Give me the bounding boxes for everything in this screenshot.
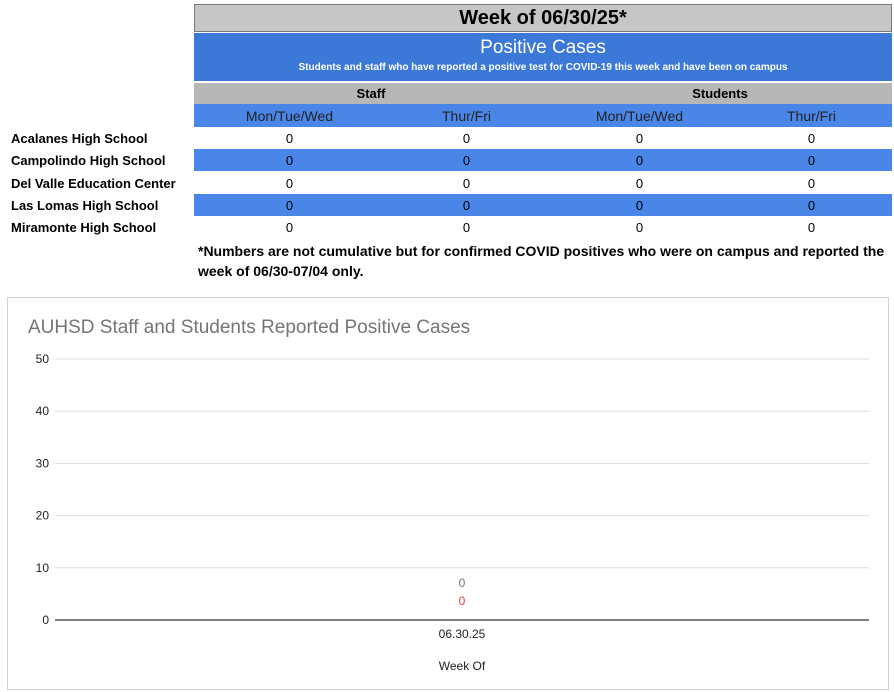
school-name: Del Valle Education Center (11, 175, 176, 191)
table-cell: 0 (462, 220, 471, 236)
table-cell: 0 (807, 153, 816, 169)
school-name: Campolindo High School (11, 153, 166, 169)
table-row: 0 0 0 0 (194, 149, 892, 172)
chart-svg: 0 10 20 30 40 50 06.30.25 Week Of 0 0 (36, 352, 869, 673)
table-cell: 0 (807, 175, 816, 191)
table-cell: 0 (462, 153, 471, 169)
week-title: Week of 06/30/25* (194, 4, 892, 32)
y-tick-label: 20 (36, 509, 50, 523)
chart-panel: AUHSD Staff and Students Reported Positi… (7, 297, 889, 690)
y-tick-label: 0 (42, 613, 49, 627)
table-cell: 0 (807, 131, 816, 146)
x-tick-label: 06.30.25 (439, 627, 486, 641)
col-staff-mon-tue-wed: Mon/Tue/Wed (245, 108, 334, 124)
school-name: Acalanes High School (11, 131, 148, 146)
table-cell: 0 (285, 175, 294, 191)
data-label: 0 (459, 594, 466, 608)
group-header-row: Staff Students (194, 83, 892, 104)
positive-cases-header: Positive Cases Students and staff who ha… (194, 33, 892, 81)
y-tick-label: 50 (36, 352, 50, 366)
y-tick-label: 10 (36, 561, 50, 575)
table-cell: 0 (462, 175, 471, 191)
data-label: 0 (459, 576, 466, 590)
table-row: 0 0 0 0 (194, 216, 892, 238)
y-tick-label: 40 (36, 404, 50, 418)
positive-cases-subtitle: Students and staff who have reported a p… (298, 62, 788, 73)
y-tick-label: 30 (36, 456, 50, 470)
table-cell: 0 (807, 197, 816, 213)
school-name: Las Lomas High School (11, 197, 159, 213)
table-cell: 0 (807, 220, 816, 236)
positive-cases-title: Positive Cases (480, 37, 606, 58)
table-row: 0 0 0 0 (194, 127, 892, 149)
col-staff-thur-fri: Thur/Fri (442, 108, 491, 124)
day-header-row: Mon/Tue/Wed Thur/Fri Mon/Tue/Wed Thur/Fr… (194, 104, 892, 127)
col-students-thur-fri: Thur/Fri (787, 108, 836, 124)
table-cell: 0 (635, 131, 644, 146)
x-axis-label: Week Of (439, 659, 486, 673)
table-row: 0 0 0 0 (194, 193, 892, 216)
table-cell: 0 (285, 197, 294, 213)
chart-title: AUHSD Staff and Students Reported Positi… (28, 317, 471, 338)
table-cell: 0 (285, 153, 294, 169)
group-staff: Staff (356, 86, 386, 101)
table-cell: 0 (462, 197, 471, 213)
col-students-mon-tue-wed: Mon/Tue/Wed (595, 108, 684, 124)
table-cell: 0 (285, 131, 294, 146)
table-cell: 0 (285, 220, 294, 236)
footnote: *Numbers are not cumulative but for conf… (198, 243, 885, 279)
table-cell: 0 (462, 131, 471, 146)
table-cell: 0 (635, 220, 644, 236)
table-cell: 0 (635, 175, 644, 191)
school-name: Miramonte High School (11, 220, 157, 236)
table-row: 0 0 0 0 (194, 172, 892, 194)
group-students: Students (692, 86, 748, 101)
table-cell: 0 (635, 153, 644, 169)
table-cell: 0 (635, 197, 644, 213)
